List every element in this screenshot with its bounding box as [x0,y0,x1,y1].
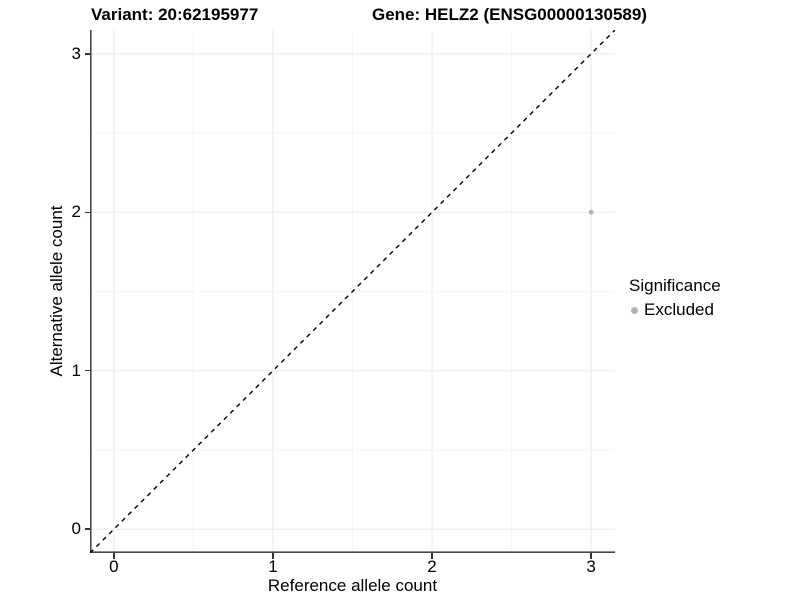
y-tick-mark [84,53,90,55]
x-tick-label: 3 [586,557,596,576]
x-tick-label: 0 [109,557,119,576]
legend: Significance Excluded [629,276,721,319]
x-axis-title: Reference allele count [267,576,438,595]
data-point [588,209,594,215]
y-tick-label: 0 [71,519,81,539]
y-tick-mark [84,211,90,213]
x-tick-mark [431,553,433,559]
legend-title: Significance [629,276,721,295]
x-tick-label: 1 [268,557,278,576]
legend-item-label: Excluded [644,300,714,319]
y-tick-mark [84,528,90,530]
plot-panel [90,30,615,553]
y-tick-label: 2 [71,202,81,222]
y-tick-label: 3 [71,43,81,63]
identity-reference-line [90,30,615,553]
panel-svg [90,30,615,553]
y-axis-title: Alternative allele count [47,205,66,377]
plot-title-variant: Variant: 20:62195977 [91,5,259,24]
y-tick-mark [84,369,90,372]
x-tick-mark [113,553,115,559]
plot-title-gene: Gene: HELZ2 (ENSG00000130589) [372,5,647,24]
legend-point-icon [631,306,638,314]
x-tick-label: 2 [427,557,437,576]
x-tick-mark [590,553,592,559]
y-tick-label: 1 [71,360,81,380]
x-tick-mark [272,553,274,559]
legend-item-excluded: Excluded [629,301,721,319]
